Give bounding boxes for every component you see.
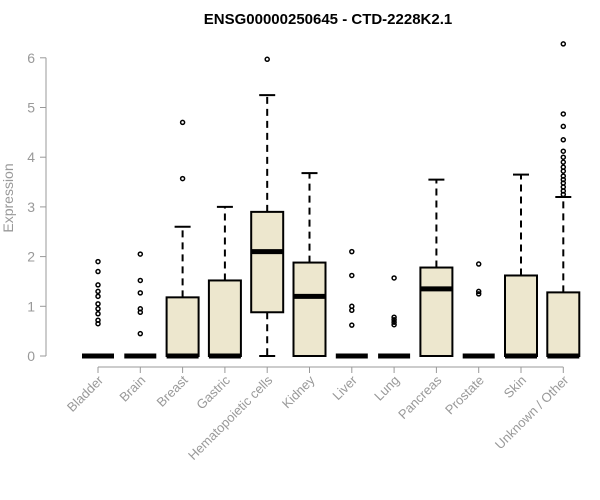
x-tick-label: Liver [329, 372, 360, 403]
y-tick-label: 1 [27, 298, 35, 314]
outlier-point [264, 56, 270, 63]
x-tick-label: Kidney [279, 372, 318, 411]
box-iqr [419, 266, 454, 357]
outlier-point [391, 316, 397, 323]
outlier-point [179, 175, 186, 182]
box-pancreas [419, 178, 454, 357]
y-tick-label: 6 [27, 50, 35, 66]
box-skin [504, 173, 538, 359]
y-tick-label: 3 [27, 199, 35, 215]
x-tick-label: Breast [154, 372, 191, 409]
x-tick-label: Prostate [442, 373, 487, 418]
box-kidney [292, 172, 327, 357]
outlier-point [391, 321, 397, 328]
outlier-point [349, 272, 355, 279]
x-tick-label: Lung [371, 373, 402, 404]
outlier-point [560, 154, 567, 160]
outlier-point [560, 159, 567, 165]
outlier-point [95, 293, 101, 300]
outlier-point [560, 123, 567, 130]
y-tick-label: 0 [27, 348, 35, 364]
outlier-point [475, 261, 482, 267]
outlier-point [391, 275, 397, 281]
box-breast [165, 119, 200, 359]
x-tick-label: Unknown / Other [492, 372, 572, 452]
outlier-point [391, 319, 397, 325]
outlier-point [349, 248, 355, 255]
y-tick-label: 4 [27, 149, 35, 165]
y-tick-label: 2 [27, 249, 35, 265]
outlier-point [349, 322, 355, 328]
outlier-point [391, 314, 397, 320]
plot-area [82, 41, 581, 359]
outlier-point [137, 290, 144, 296]
outlier-point [95, 268, 101, 275]
outlier-point [560, 173, 567, 179]
outlier-point [95, 258, 101, 265]
x-tick-label: Gastric [193, 372, 233, 412]
outlier-point [137, 330, 144, 337]
outlier-point [137, 277, 144, 284]
box-iqr [165, 296, 200, 358]
box-hematopoietic-cells [250, 56, 285, 357]
outlier-point [560, 41, 567, 47]
y-axis-label: Expression [0, 163, 16, 232]
box-iqr [250, 210, 285, 314]
outlier-point [95, 311, 101, 317]
x-tick-label: Brain [116, 373, 148, 405]
outlier-point [475, 288, 482, 295]
outlier-point [95, 301, 101, 307]
box-brain [124, 251, 157, 359]
outlier-point [137, 251, 144, 257]
outlier-point [475, 291, 482, 297]
outlier-point [349, 303, 355, 310]
box-iqr [207, 279, 242, 357]
box-prostate [462, 261, 495, 359]
x-tick-label: Bladder [64, 372, 107, 415]
box-iqr [546, 291, 581, 358]
chart-title: ENSG00000250645 - CTD-2228K2.1 [204, 11, 452, 28]
box-unknown-other [546, 41, 581, 359]
outlier-point [95, 317, 101, 323]
box-lung [378, 275, 411, 359]
box-iqr [504, 274, 538, 357]
outlier-point [560, 164, 567, 170]
box-iqr [292, 261, 327, 357]
outlier-point [95, 288, 101, 295]
outlier-point [179, 119, 186, 126]
box-gastric [207, 205, 242, 359]
box-bladder [82, 258, 114, 359]
x-tick-label: Skin [501, 373, 529, 401]
outlier-point [560, 137, 567, 143]
y-axis: 0 1 2 3 4 5 6 [27, 50, 47, 364]
outlier-point [560, 148, 567, 154]
y-tick-label: 5 [27, 100, 35, 116]
outlier-point [95, 282, 101, 288]
box-liver [335, 248, 368, 359]
outlier-point [95, 306, 101, 312]
outlier-point [560, 111, 567, 117]
x-tick-label: Pancreas [395, 372, 445, 422]
outlier-point [137, 306, 144, 312]
